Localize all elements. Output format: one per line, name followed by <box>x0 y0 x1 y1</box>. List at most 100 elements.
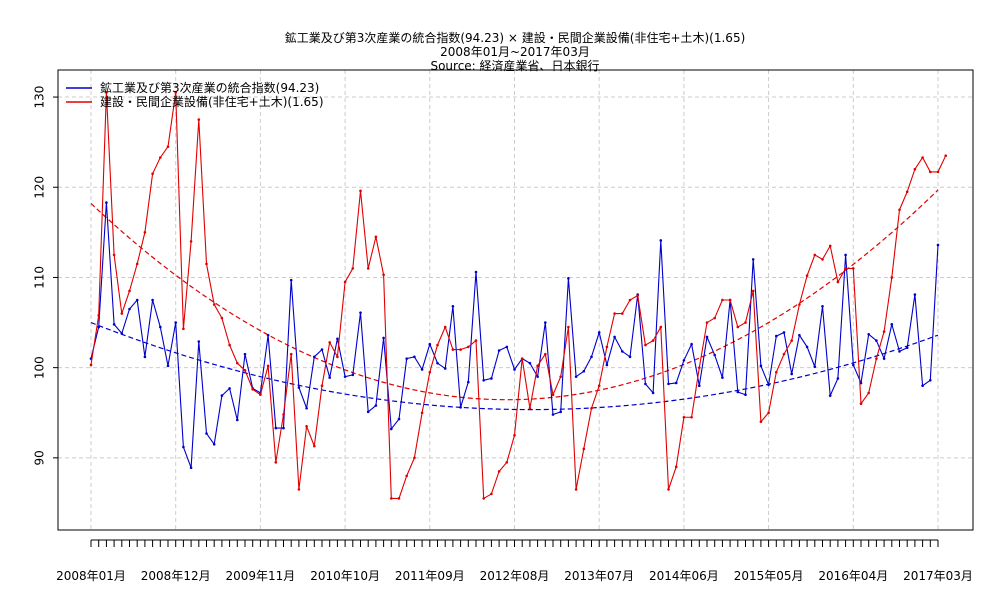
x-tick-label: 2008年12月 <box>141 569 211 583</box>
trend-lines <box>90 189 939 411</box>
data-point <box>513 433 516 437</box>
data-point <box>721 298 724 302</box>
data-point <box>220 394 224 397</box>
data-point <box>282 413 285 416</box>
data-point <box>297 488 301 491</box>
data-point <box>197 118 201 121</box>
data-point <box>382 273 385 277</box>
data-point <box>613 312 616 315</box>
data-point <box>135 262 139 266</box>
data-point <box>882 357 886 360</box>
data-point <box>890 276 894 279</box>
legend-label-1: 鉱工業及び第3次産業の統合指数(94.23) <box>100 80 319 95</box>
x-axis: 2008年01月 2008年12月 2009年11月 2010年10月 2011年09月… <box>56 539 973 583</box>
data-point <box>97 314 100 317</box>
data-point <box>467 345 470 349</box>
data-point <box>852 267 855 270</box>
data-point <box>243 369 247 372</box>
data-point <box>282 426 285 430</box>
y-axis: 90 100 110 120 130 <box>33 86 58 465</box>
data-point <box>767 383 770 387</box>
data-point <box>828 394 832 397</box>
data-point <box>875 357 878 360</box>
y-tick-label: 110 <box>33 266 47 289</box>
data-point <box>366 267 370 270</box>
data-point <box>128 307 131 311</box>
data-point <box>443 325 447 329</box>
data-point <box>905 346 909 350</box>
data-point <box>166 364 170 368</box>
data-point <box>289 352 293 356</box>
data-point <box>336 355 339 359</box>
data-point <box>266 364 270 368</box>
data-point <box>189 240 193 243</box>
data-point <box>551 413 555 416</box>
x-tick-label: 2008年01月 <box>56 569 126 583</box>
data-point <box>297 386 301 389</box>
data-point <box>674 465 678 469</box>
data-point <box>420 368 424 371</box>
data-point <box>751 289 755 293</box>
data-point <box>467 380 470 384</box>
data-point <box>690 342 693 346</box>
chart-title: 鉱工業及び第3次産業の統合指数(94.23) × 建設・民間企業設備(非住宅+土… <box>285 30 746 73</box>
data-point <box>898 208 901 212</box>
data-point <box>289 278 293 282</box>
data-point <box>112 253 116 257</box>
data-point <box>605 345 609 349</box>
data-point <box>936 170 940 174</box>
data-point <box>174 321 177 324</box>
data-point <box>705 321 709 324</box>
data-point <box>597 331 601 334</box>
data-point <box>582 447 586 451</box>
data-point <box>929 170 932 174</box>
data-point <box>397 497 401 500</box>
data-point <box>451 348 455 351</box>
data-point <box>328 341 332 344</box>
data-point <box>821 258 824 261</box>
data-point <box>536 364 539 368</box>
data-point <box>182 445 185 449</box>
data-point <box>390 497 393 500</box>
data-point <box>320 384 324 387</box>
data-point <box>574 375 578 378</box>
data-point <box>698 384 701 387</box>
data-point <box>274 461 278 464</box>
data-point <box>428 370 432 374</box>
data-point <box>189 466 193 470</box>
data-point <box>844 253 847 257</box>
x-tick-label: 2010年10月 <box>310 569 380 583</box>
data-point <box>128 289 131 293</box>
data-point <box>590 355 593 359</box>
y-tick-label: 90 <box>33 450 47 465</box>
data-point <box>120 332 124 335</box>
data-point <box>436 343 439 347</box>
data-point <box>551 393 555 397</box>
data-point <box>644 343 647 347</box>
data-point <box>420 411 424 415</box>
data-point <box>559 375 562 378</box>
data-point <box>497 349 501 352</box>
title-line-3: Source: 経済産業省、日本銀行 <box>430 58 599 73</box>
data-point <box>867 332 870 336</box>
data-point <box>205 432 208 435</box>
data-point <box>782 331 786 334</box>
data-point <box>659 239 663 242</box>
data-point <box>582 369 586 373</box>
data-point <box>382 336 385 340</box>
series-line-2 <box>90 92 947 500</box>
data-point <box>405 474 409 478</box>
series-layer <box>89 91 947 500</box>
y-tick-label: 120 <box>33 176 47 199</box>
data-point <box>212 443 216 446</box>
data-point <box>428 342 432 346</box>
data-point <box>89 363 93 367</box>
data-point <box>836 280 840 284</box>
data-point <box>921 156 924 159</box>
data-point <box>490 492 493 496</box>
data-point <box>944 154 947 157</box>
data-point <box>805 274 809 277</box>
title-line-1: 鉱工業及び第3次産業の統合指数(94.23) × 建設・民間企業設備(非住宅+土… <box>285 30 746 45</box>
data-point <box>859 402 863 406</box>
data-point <box>505 345 509 349</box>
